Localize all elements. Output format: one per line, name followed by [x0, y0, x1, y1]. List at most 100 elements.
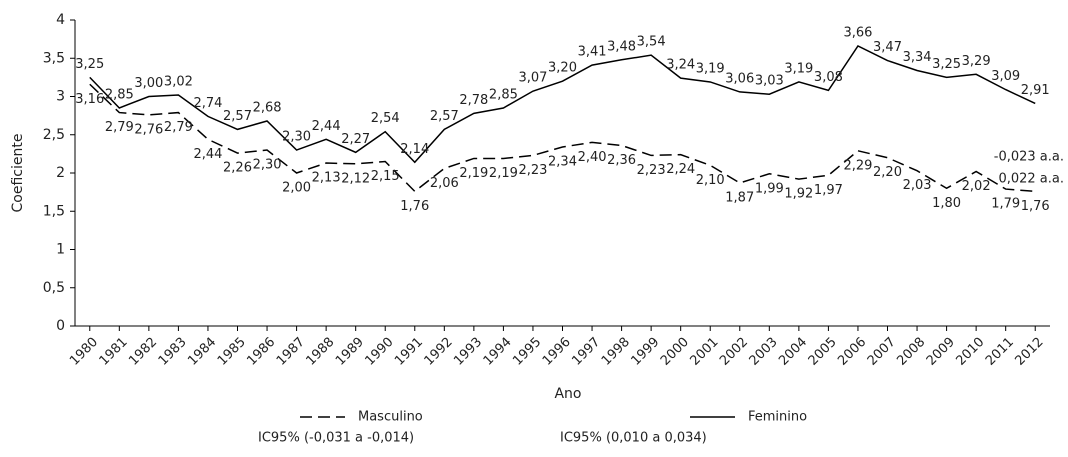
data-label: 3,09	[991, 69, 1020, 84]
x-tick-label: 1980	[67, 335, 101, 369]
data-label: 1,97	[814, 183, 843, 198]
data-label: 2,27	[341, 132, 370, 147]
legend-label: Masculino	[358, 410, 423, 425]
x-tick-label: 2004	[776, 335, 810, 369]
data-label: 2,36	[607, 153, 636, 168]
data-label: 2,57	[430, 109, 459, 124]
series-line	[89, 83, 1036, 193]
data-label: 1,79	[991, 197, 1020, 212]
x-tick-label: 2005	[806, 335, 840, 369]
data-label: 2,23	[637, 163, 666, 178]
data-label: 3,47	[873, 40, 902, 55]
legend-ci: IC95% (-0,031 a -0,014)	[258, 431, 414, 446]
x-tick-label: 2007	[865, 335, 899, 369]
data-label: 2,78	[459, 93, 488, 108]
data-label: 2,10	[696, 173, 725, 188]
data-label: 2,15	[371, 169, 400, 184]
data-label: 2,79	[105, 120, 134, 135]
x-tick-label: 1991	[392, 335, 426, 369]
data-label: 2,85	[489, 87, 518, 102]
data-label: 2,00	[282, 181, 311, 196]
data-label: 3,16	[75, 92, 104, 107]
data-label: 2,30	[253, 158, 282, 173]
x-tick-label: 1986	[244, 335, 278, 369]
data-label: 3,03	[755, 74, 784, 89]
legend-ci: IC95% (0,010 a 0,034)	[560, 431, 707, 446]
y-tick-label: 0,5	[43, 280, 65, 296]
data-label: 1,99	[755, 181, 784, 196]
x-tick-label: 2003	[747, 335, 781, 369]
data-label: 3,29	[962, 54, 991, 69]
data-label: 2,03	[903, 178, 932, 193]
x-tick-label: 1985	[215, 335, 249, 369]
x-tick-label: 1990	[363, 335, 397, 369]
x-tick-label: 1997	[569, 335, 603, 369]
data-label: 2,23	[518, 163, 547, 178]
x-tick-label: 1994	[481, 335, 515, 369]
x-tick-label: 2001	[688, 335, 722, 369]
x-tick-label: 2009	[924, 335, 958, 369]
data-label: 2,19	[459, 166, 488, 181]
data-label: 2,76	[134, 122, 163, 137]
data-label: 3,66	[843, 26, 872, 41]
data-label: 3,24	[666, 58, 695, 73]
series-line	[89, 45, 1036, 164]
data-label: 2,20	[873, 165, 902, 180]
x-tick-label: 1993	[451, 335, 485, 369]
x-tick-label: 1989	[333, 335, 367, 369]
data-label: 3,20	[548, 61, 577, 76]
x-tick-label: 2008	[894, 335, 928, 369]
x-tick-label: 2002	[717, 335, 751, 369]
data-label: 2,34	[548, 154, 577, 169]
data-label: 3,25	[75, 57, 104, 72]
data-label: 3,34	[903, 50, 932, 65]
data-label: 3,41	[578, 45, 607, 60]
y-tick-label: 2,5	[43, 127, 65, 143]
y-axis-label: Coeficiente	[10, 134, 26, 213]
data-label: 2,44	[312, 119, 341, 134]
x-tick-label: 2006	[835, 335, 869, 369]
data-label: 3,19	[784, 61, 813, 76]
data-label: 2,24	[666, 162, 695, 177]
x-tick-label: 2000	[658, 335, 692, 369]
x-tick-label: 1998	[599, 335, 633, 369]
data-label: 3,19	[696, 61, 725, 76]
legend-label: Feminino	[748, 410, 807, 425]
data-label: 2,91	[1021, 83, 1050, 98]
x-tick-label: 1996	[540, 335, 574, 369]
data-label: 1,76	[1021, 199, 1050, 214]
y-tick-label: 1	[56, 242, 65, 258]
x-tick-label: 1983	[156, 335, 190, 369]
x-tick-label: 1984	[185, 335, 219, 369]
y-tick-label: 3	[56, 89, 65, 105]
data-label: 3,08	[814, 70, 843, 85]
data-label: 3,54	[637, 35, 666, 50]
x-tick-label: 1988	[303, 335, 337, 369]
data-label: 1,92	[784, 187, 813, 202]
data-label: 2,29	[843, 158, 872, 173]
data-label: 1,87	[725, 190, 754, 205]
data-label: 2,79	[164, 120, 193, 135]
x-tick-label: 1999	[628, 335, 662, 369]
data-label: 3,48	[607, 39, 636, 54]
data-label: 3,02	[164, 74, 193, 89]
data-label: 2,12	[341, 171, 370, 186]
data-label: 2,02	[962, 179, 991, 194]
data-label: 2,57	[223, 109, 252, 124]
x-tick-label: 1987	[274, 335, 308, 369]
trend-annotation: 0,022 a.a.	[998, 172, 1064, 187]
x-tick-label: 2011	[983, 335, 1017, 369]
data-label: 2,74	[193, 96, 222, 111]
data-label: 1,76	[400, 199, 429, 214]
x-tick-label: 2012	[1013, 335, 1047, 369]
data-label: 1,80	[932, 196, 961, 211]
data-label: 2,44	[193, 147, 222, 162]
data-label: 2,19	[489, 166, 518, 181]
x-tick-label: 2010	[953, 335, 987, 369]
data-label: 2,26	[223, 161, 252, 176]
data-label: 2,06	[430, 176, 459, 191]
data-label: 3,06	[725, 71, 754, 86]
x-axis-label: Ano	[554, 386, 581, 402]
x-tick-label: 1982	[126, 335, 160, 369]
